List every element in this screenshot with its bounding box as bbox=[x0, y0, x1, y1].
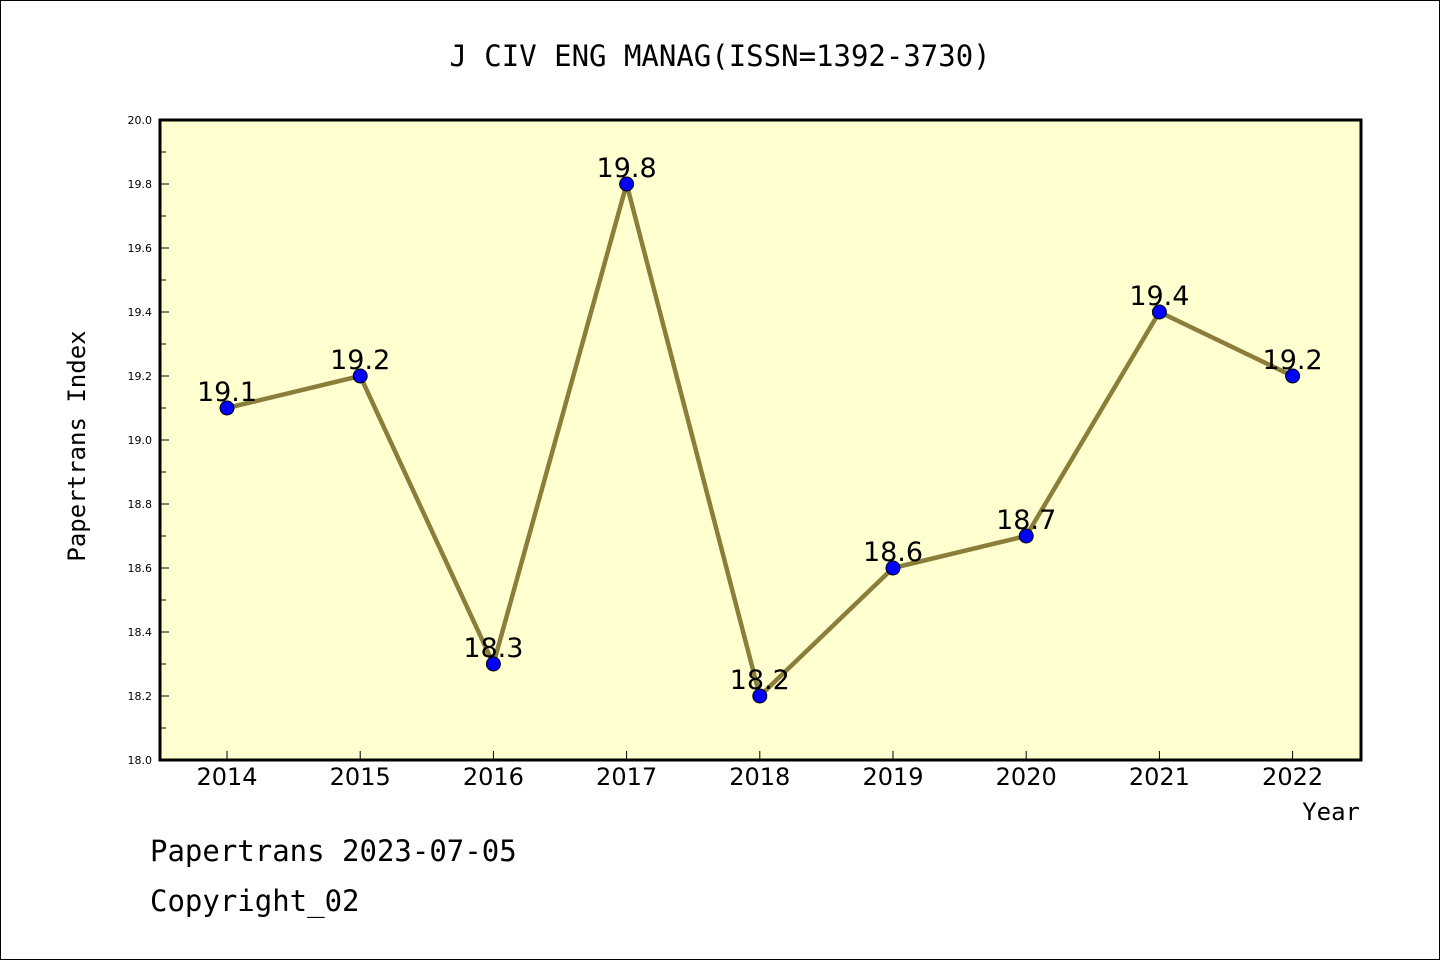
y-tick-label: 19.6 bbox=[128, 242, 153, 255]
y-tick-label: 18.8 bbox=[128, 498, 153, 511]
y-axis-ticks: 18.0 18.2 18.4 18.6 18.8 19.0 19.2 19.4 19.6 19.8… bbox=[128, 114, 169, 767]
data-label: 19.4 bbox=[1129, 281, 1189, 312]
y-tick-label: 18.0 bbox=[128, 754, 153, 767]
data-point bbox=[1018, 528, 1034, 544]
y-tick-label: 18.2 bbox=[128, 690, 153, 703]
x-tick-label: 2015 bbox=[330, 763, 391, 791]
data-point bbox=[752, 688, 768, 704]
data-point bbox=[485, 656, 501, 672]
y-axis-minor-ticks bbox=[160, 151, 166, 729]
data-label: 19.2 bbox=[1263, 345, 1323, 376]
data-label: 19.2 bbox=[330, 345, 390, 376]
y-tick-label: 19.8 bbox=[128, 178, 153, 191]
data-label: 18.7 bbox=[996, 505, 1056, 536]
y-tick-label: 19.2 bbox=[128, 370, 153, 383]
x-tick-label: 2016 bbox=[463, 763, 524, 791]
data-point bbox=[1285, 368, 1301, 384]
x-tick-label: 2020 bbox=[996, 763, 1057, 791]
x-tick-label: 2019 bbox=[862, 763, 923, 791]
chart-title: J CIV ENG MANAG(ISSN=1392-3730) bbox=[449, 39, 990, 73]
data-label: 19.1 bbox=[197, 377, 257, 408]
y-tick-label: 19.4 bbox=[128, 306, 153, 319]
data-point bbox=[352, 368, 368, 384]
y-tick-label: 20.0 bbox=[128, 114, 153, 127]
footer-copyright: Copyright_02 bbox=[150, 884, 360, 918]
data-label: 18.2 bbox=[730, 665, 790, 696]
x-axis-label: Year bbox=[1302, 798, 1360, 826]
data-point bbox=[1151, 304, 1167, 320]
footer-date-line: Papertrans 2023-07-05 bbox=[150, 834, 517, 868]
y-axis-label: Papertrans Index bbox=[63, 330, 91, 561]
data-point bbox=[885, 560, 901, 576]
x-tick-label: 2014 bbox=[196, 763, 257, 791]
y-tick-label: 18.4 bbox=[128, 626, 153, 639]
x-tick-label: 2021 bbox=[1129, 763, 1190, 791]
x-tick-label: 2018 bbox=[729, 763, 790, 791]
data-point bbox=[219, 400, 235, 416]
data-label: 18.6 bbox=[863, 537, 923, 568]
data-points bbox=[219, 176, 1301, 704]
data-point bbox=[619, 176, 635, 192]
data-label: 18.3 bbox=[463, 633, 523, 664]
plot-area bbox=[158, 118, 1363, 762]
data-labels: 19.1 19.2 18.3 19.8 18.2 18.6 18.7 19.4 19.2 bbox=[197, 153, 1323, 696]
y-tick-label: 19.0 bbox=[128, 434, 153, 447]
x-axis-ticks: 2014 2015 2016 2017 2018 2019 2020 2021 2022 bbox=[196, 751, 1323, 791]
data-label: 19.8 bbox=[597, 153, 657, 184]
x-tick-label: 2022 bbox=[1262, 763, 1323, 791]
x-tick-label: 2017 bbox=[596, 763, 657, 791]
y-tick-label: 18.6 bbox=[128, 562, 153, 575]
